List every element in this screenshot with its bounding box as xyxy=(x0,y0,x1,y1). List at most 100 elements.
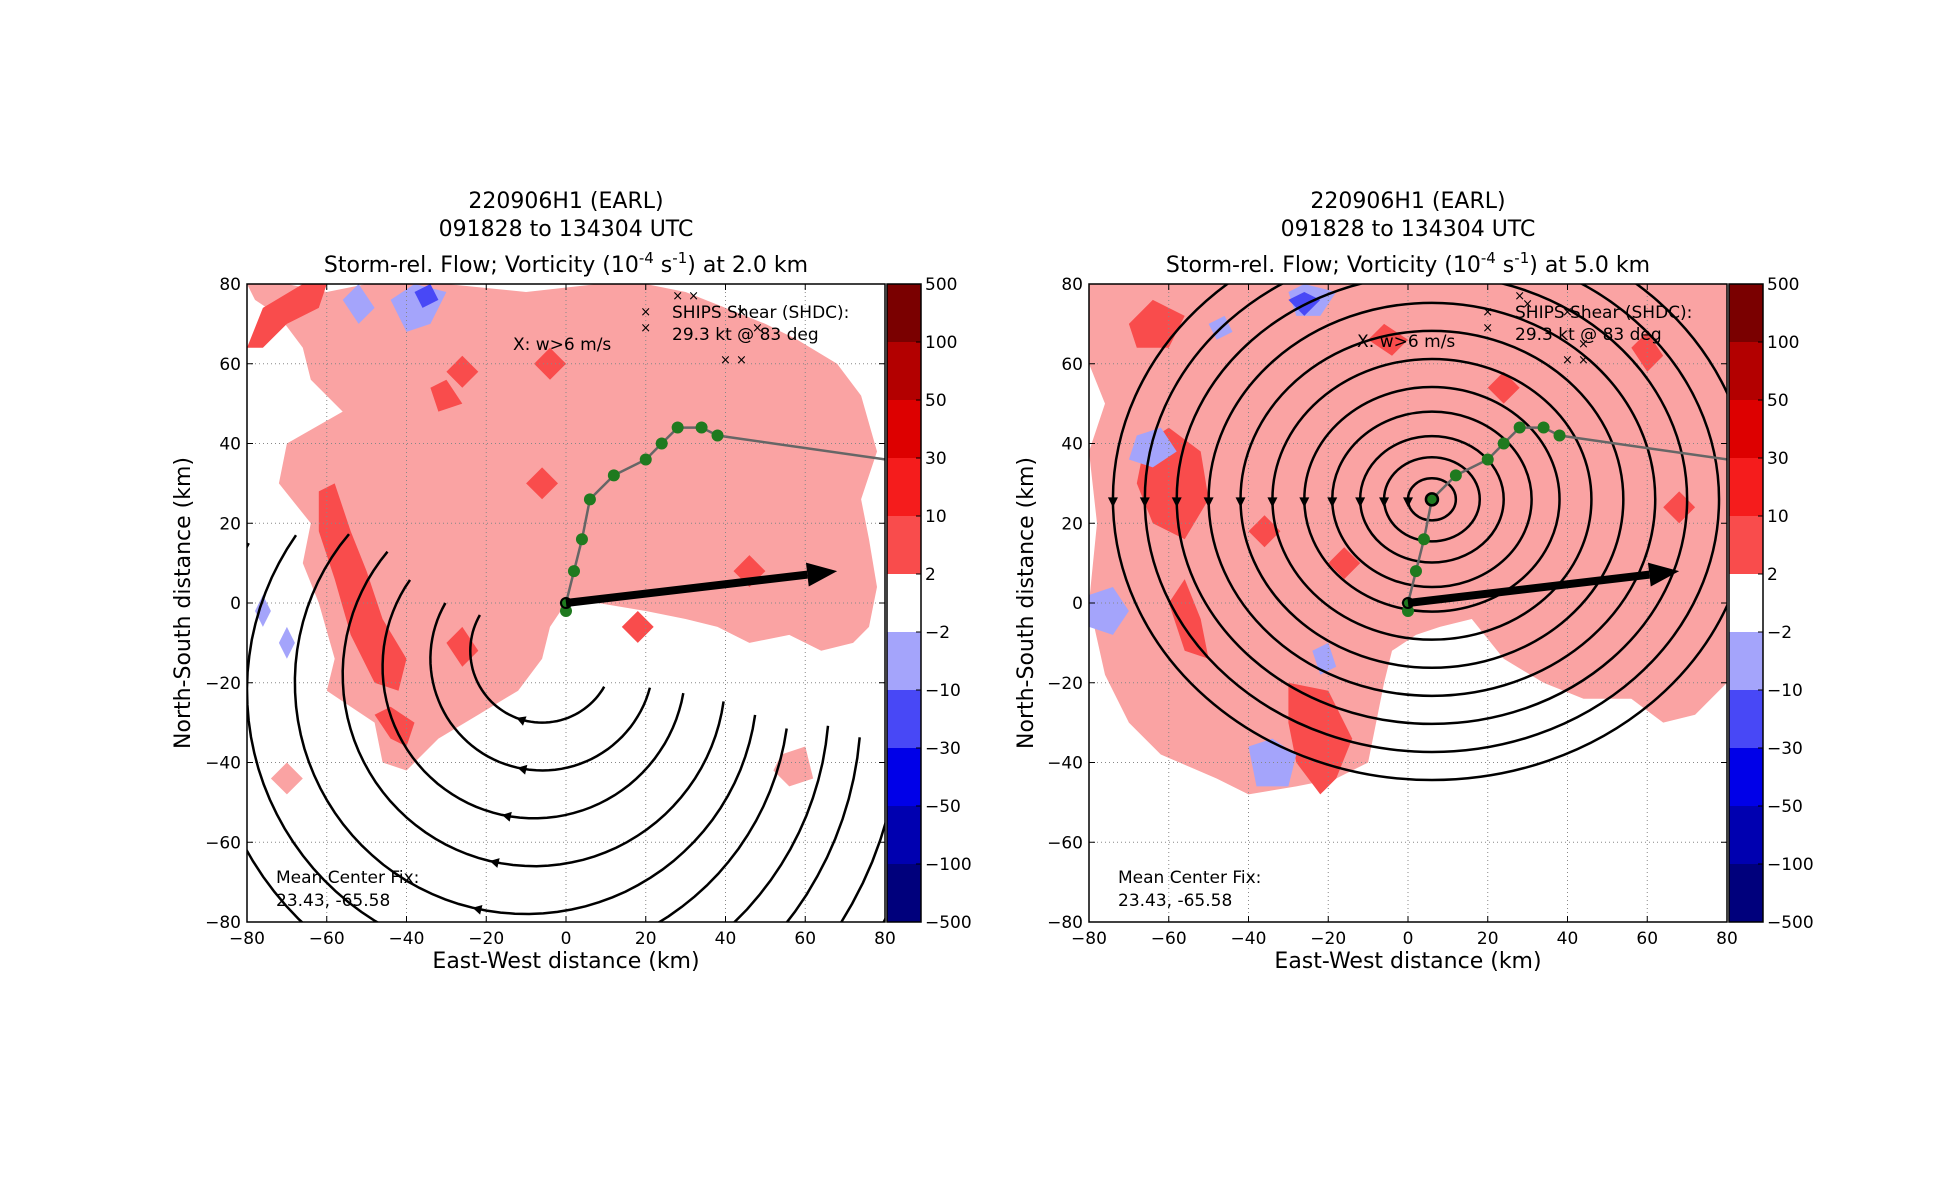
vorticity-region-9 xyxy=(430,379,463,412)
center-track-point xyxy=(1417,533,1430,546)
colorbar-label: −100 xyxy=(1767,855,1814,875)
updraft-mark: × xyxy=(1562,305,1573,320)
y-tick-label: 80 xyxy=(1061,275,1083,295)
x-axis-label: East-West distance (km) xyxy=(432,949,699,974)
streamline-arrow xyxy=(516,716,527,726)
center-track-point xyxy=(1513,421,1526,434)
streamline-arrow xyxy=(501,811,512,822)
colorbar-label: 10 xyxy=(925,507,947,527)
vorticity-region-7 xyxy=(526,467,558,500)
y-tick-label: 60 xyxy=(219,355,241,375)
streamline-2 xyxy=(381,579,685,820)
streamline-6 xyxy=(247,542,830,922)
shear-vector-head xyxy=(1647,562,1680,587)
x-axis-label: East-West distance (km) xyxy=(1274,949,1541,974)
shear-vector-shaft xyxy=(1407,570,1650,607)
vorticity-region-2 xyxy=(773,746,814,787)
vorticity-region-12 xyxy=(621,611,654,643)
vorticity-region-15 xyxy=(1312,642,1337,675)
colorbar-segment xyxy=(1729,458,1763,517)
colorbar-label: 100 xyxy=(1767,333,1799,353)
center-track-point xyxy=(1425,493,1438,506)
vorticity-region-16 xyxy=(255,595,271,627)
streamline-3 xyxy=(341,550,725,868)
center-track-point xyxy=(583,493,596,506)
colorbar-segment xyxy=(1729,748,1763,807)
y-tick-label: 60 xyxy=(1061,355,1083,375)
colorbar-label: 2 xyxy=(925,565,936,585)
center-track-point xyxy=(671,421,684,434)
center-track-point xyxy=(655,437,668,450)
vorticity-region-8 xyxy=(1328,547,1361,580)
x-tick-label: −80 xyxy=(1071,929,1107,949)
y-tick-label: 20 xyxy=(1061,514,1083,534)
y-tick-label: −40 xyxy=(1047,754,1083,774)
colorbar-label: −50 xyxy=(1767,797,1803,817)
colorbar-segment xyxy=(1729,864,1763,923)
colorbar-segment xyxy=(887,806,921,865)
x-tick-label: 60 xyxy=(1636,929,1658,949)
title-line-1: 220906H1 (EARL) xyxy=(1310,189,1505,214)
streamline-1 xyxy=(429,602,652,772)
colorbar: 500 100 50 30 10 2 −2 −10 −30 −50 −100 −500 xyxy=(1728,275,1814,933)
shear-label-1: SHIPS Shear (SHDC): xyxy=(1515,303,1692,323)
center-track-point xyxy=(1537,421,1550,434)
updraft-mark: × xyxy=(1482,321,1493,336)
x-tick-label: −20 xyxy=(468,929,504,949)
panel-5km: 220906H1 (EARL) 091828 to 134304 UTC Sto… xyxy=(1014,189,1814,974)
vorticity-region-6 xyxy=(1631,331,1664,372)
x-tick-label: 40 xyxy=(715,929,737,949)
center-track-point xyxy=(567,565,580,578)
colorbar-label: 50 xyxy=(925,391,947,411)
x-tick-label: 0 xyxy=(1403,929,1414,949)
center-track-point xyxy=(607,469,620,482)
vorticity-region-5 xyxy=(1368,323,1408,356)
y-tick-label: 80 xyxy=(219,275,241,295)
colorbar-segment xyxy=(1729,574,1763,633)
title-line-3: Storm-rel. Flow; Vorticity (10-4 s-1) at… xyxy=(1166,249,1650,278)
y-axis-label: North-South distance (km) xyxy=(1014,457,1039,749)
center-track-point xyxy=(1449,469,1462,482)
y-tick-label: −20 xyxy=(205,674,241,694)
colorbar-segment xyxy=(887,458,921,517)
updraft-mark: × xyxy=(1562,353,1573,368)
streamline-arrow xyxy=(1355,497,1366,508)
vorticity-field xyxy=(1089,284,1727,795)
colorbar-label: −30 xyxy=(925,739,961,759)
streamline-arrow xyxy=(479,1003,489,1013)
colorbar-label: −500 xyxy=(925,913,972,933)
vortex-center-marker xyxy=(1424,492,1440,507)
y-tick-label: −80 xyxy=(1047,913,1083,933)
updraft-mark: × xyxy=(672,289,683,304)
x-tick-label: 80 xyxy=(874,929,896,949)
vorticity-region-1 xyxy=(270,762,303,795)
colorbar-label: −2 xyxy=(1767,623,1792,643)
colorbar-label: 100 xyxy=(925,333,957,353)
colorbar-segment xyxy=(1729,284,1763,343)
updraft-mark: × xyxy=(1578,353,1589,368)
streamline-arrow xyxy=(489,858,500,868)
y-tick-label: 0 xyxy=(1072,594,1083,614)
vorticity-region-6 xyxy=(446,355,479,388)
center-fix-value: 23.43, -65.58 xyxy=(1118,891,1232,911)
vorticity-region-11 xyxy=(534,347,566,380)
colorbar-segment xyxy=(1729,690,1763,749)
colorbar-segment xyxy=(887,864,921,923)
colorbar-segment xyxy=(1729,342,1763,401)
colorbar-label: −500 xyxy=(1767,913,1814,933)
vorticity-region-14 xyxy=(342,284,375,324)
colorbar-label: 50 xyxy=(1767,391,1789,411)
colorbar-segment xyxy=(887,574,921,633)
vorticity-region-9 xyxy=(1487,371,1520,404)
panel-2km: 220906H1 (EARL) 091828 to 134304 UTC Sto… xyxy=(171,189,972,1013)
vorticity-region-3 xyxy=(247,284,327,348)
colorbar-segment xyxy=(887,748,921,807)
colorbar-segment xyxy=(887,284,921,343)
colorbar-label: −10 xyxy=(925,681,961,701)
center-track-point xyxy=(1481,453,1494,466)
shear-label-2: 29.3 kt @ 83 deg xyxy=(1515,325,1662,345)
colorbar: 500 100 50 30 10 2 −2 −10 −30 −50 −100 −500 xyxy=(886,275,972,933)
colorbar-segment xyxy=(887,400,921,459)
center-track-point xyxy=(1409,565,1422,578)
